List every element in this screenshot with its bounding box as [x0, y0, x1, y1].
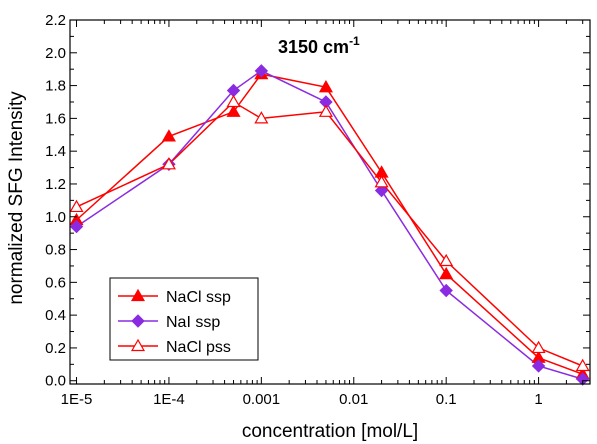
x-tick-label: 1E-4: [153, 391, 185, 408]
legend-label: NaI ssp: [166, 314, 220, 331]
y-tick-label: 1.8: [45, 78, 66, 95]
data-point: [575, 358, 590, 372]
data-point: [374, 175, 389, 188]
y-axis: 0.0 0.2 0.4 0.6 0.8 1.0 1.2 1.4 1.6 1.8 2.0 2.2: [45, 12, 590, 390]
series-1-markers: [69, 64, 590, 386]
legend: NaCl ssp NaI ssp NaCl pss: [109, 277, 259, 361]
data-point: [439, 253, 454, 267]
x-tick-label: 0.01: [339, 391, 368, 408]
legend-swatch-marker: [130, 338, 146, 352]
data-point: [226, 94, 241, 108]
legend-label: NaCl ssp: [166, 289, 231, 306]
x-tick-label: 1: [534, 391, 542, 408]
legend-swatch-marker: [130, 288, 146, 302]
x-tick-label: 1E-5: [61, 391, 93, 408]
plot-marks: [69, 64, 590, 386]
y-tick-label: 1.0: [45, 209, 66, 226]
data-point: [318, 80, 333, 93]
data-point: [531, 359, 546, 373]
legend-swatch-marker: [131, 314, 145, 328]
y-tick-label: 0.0: [45, 373, 66, 390]
y-tick-label: 0.4: [45, 307, 66, 324]
data-point: [374, 183, 389, 198]
data-point: [226, 104, 241, 117]
y-tick-label: 0.6: [45, 274, 66, 291]
y-tick-label: 1.2: [45, 176, 66, 193]
legend-label: NaCl pss: [166, 339, 231, 356]
y-axis-label: normalized SFG Intensity: [6, 91, 27, 305]
data-point: [531, 340, 546, 354]
data-point: [161, 129, 176, 142]
chart-title-superscript: -1: [349, 34, 360, 48]
y-tick-label: 0.8: [45, 242, 66, 259]
data-point: [575, 372, 590, 386]
data-point: [161, 157, 176, 170]
x-axis-label: concentration [mol/L]: [242, 421, 418, 442]
series-2-markers: [69, 94, 590, 372]
y-tick-label: 2.2: [45, 12, 66, 29]
y-tick-label: 1.6: [45, 110, 66, 127]
y-tick-label: 0.2: [45, 340, 66, 357]
data-point: [254, 111, 269, 124]
data-point: [439, 266, 454, 280]
y-tick-label: 1.4: [45, 143, 66, 160]
plot-frame: [69, 19, 591, 385]
x-tick-label: 0.1: [436, 391, 457, 408]
data-point: [254, 64, 269, 78]
data-point: [318, 104, 333, 117]
y-tick-label: 2.0: [45, 45, 66, 62]
chart-title-main: 3150 cm: [278, 37, 349, 57]
chart-title: 3150 cm-1: [278, 34, 360, 57]
x-axis: 1E-5 1E-4 0.001 0.01 0.1 1: [61, 20, 584, 408]
data-point: [69, 219, 84, 234]
x-tick-label: 0.001: [243, 391, 281, 408]
data-point: [69, 199, 84, 213]
data-point: [439, 283, 453, 298]
